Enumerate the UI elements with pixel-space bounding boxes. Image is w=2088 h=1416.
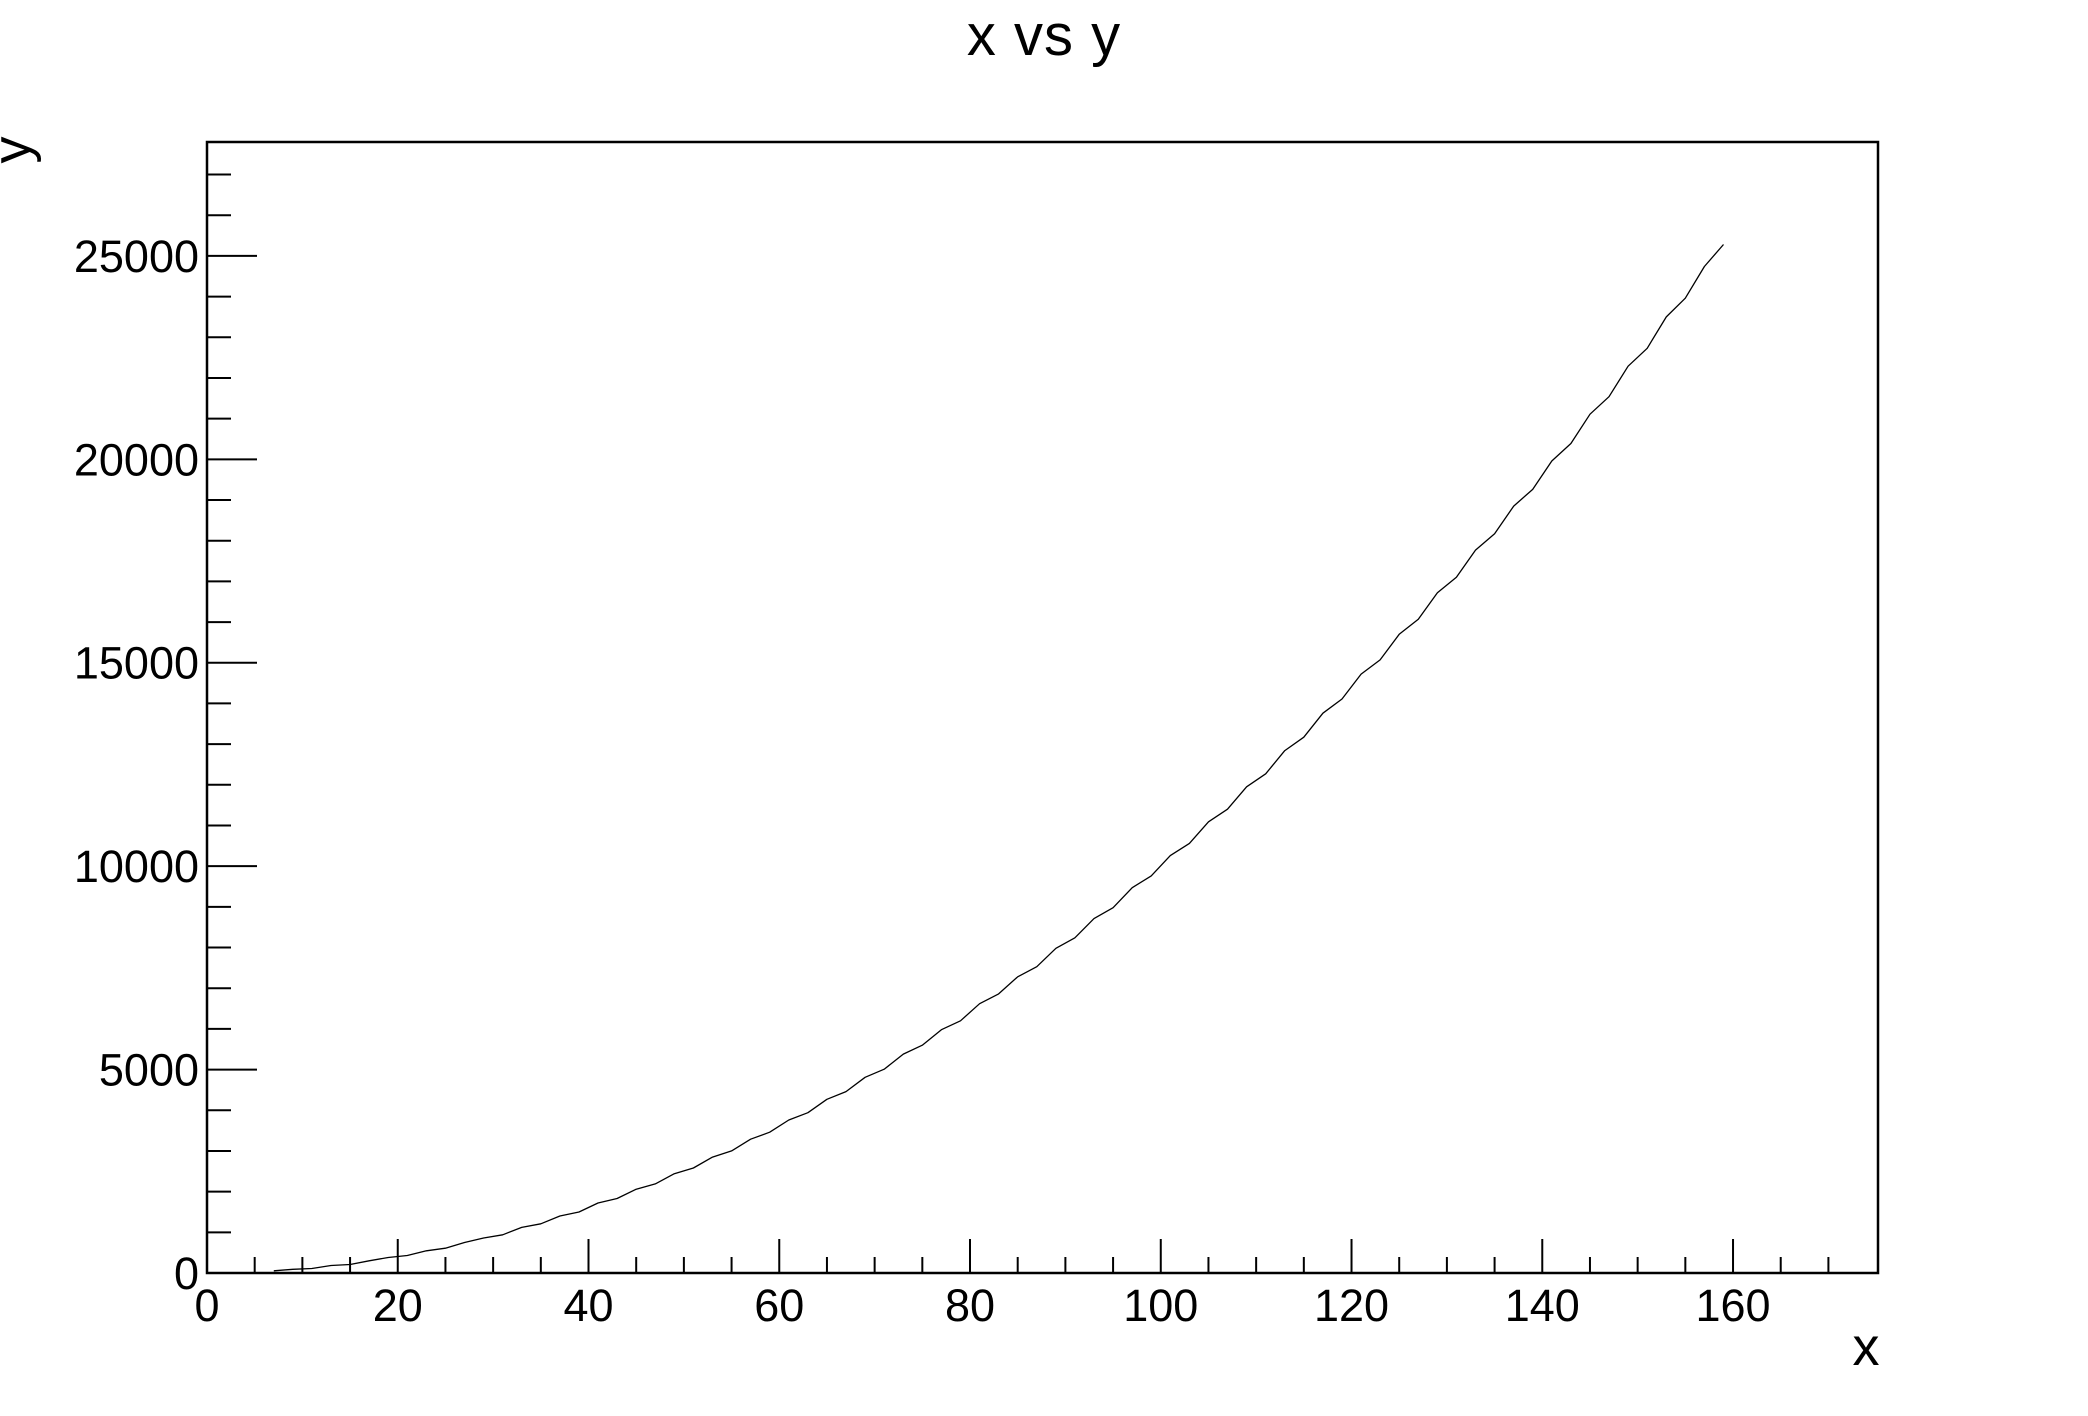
x-axis-title: x — [1852, 1317, 1880, 1377]
x-tick-label: 40 — [563, 1280, 613, 1331]
y-tick-label: 25000 — [74, 231, 199, 282]
x-tick-label: 0 — [194, 1280, 219, 1331]
x-tick-label: 140 — [1505, 1280, 1580, 1331]
x-tick-label: 60 — [754, 1280, 804, 1331]
y-tick-label: 0 — [174, 1248, 199, 1299]
y-tick-label: 20000 — [74, 434, 199, 485]
data-line — [273, 244, 1724, 1272]
y-tick-label: 5000 — [99, 1045, 199, 1096]
x-tick-label: 20 — [373, 1280, 423, 1331]
y-tick-label: 15000 — [74, 638, 199, 689]
y-tick-label: 10000 — [74, 841, 199, 892]
x-tick-label: 80 — [945, 1280, 995, 1331]
plot-frame — [205, 140, 1880, 1275]
x-tick-label: 100 — [1123, 1280, 1198, 1331]
x-tick-label: 160 — [1695, 1280, 1770, 1331]
chart-title: x vs y — [966, 3, 1122, 68]
x-tick-label: 120 — [1314, 1280, 1389, 1331]
